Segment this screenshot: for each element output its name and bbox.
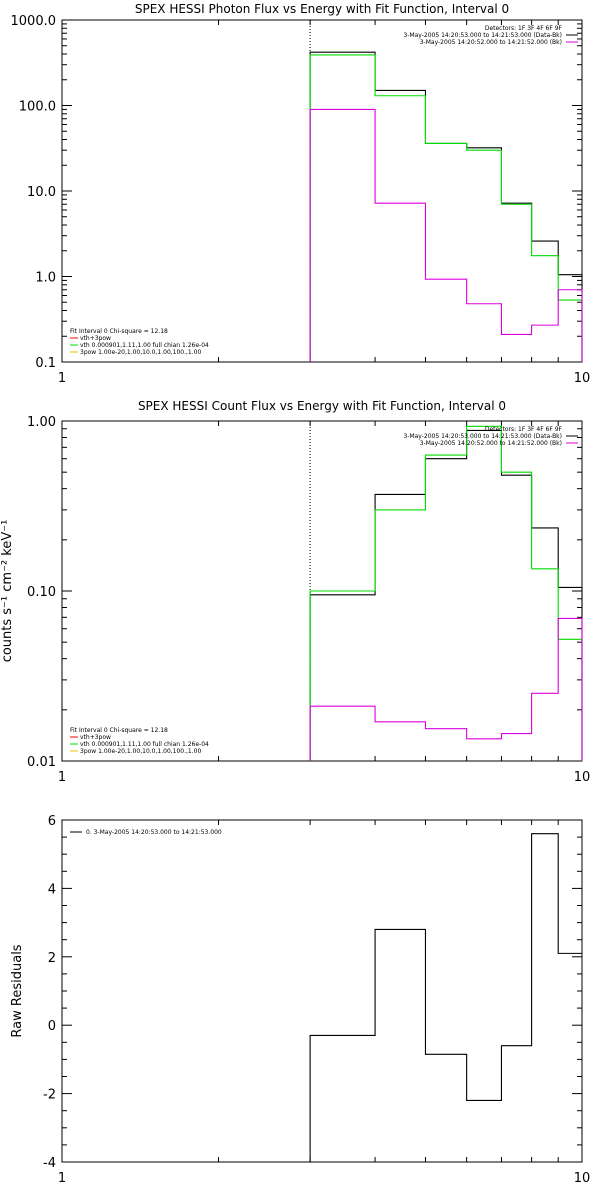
photon-x-tick-labels: 1 10 — [58, 371, 590, 386]
legend-bottom-entry: vth+3pow — [80, 734, 111, 741]
residuals-panel: Raw Residuals 6 4 2 0 -2 -4 1 10 0. 3-May-2005… — [10, 814, 590, 1186]
y-tick-label: 100.0 — [19, 100, 56, 115]
residuals-axis-ticks — [61, 819, 583, 1163]
y-tick-label: 0 — [48, 1019, 56, 1034]
x-tick-label: 1 — [58, 371, 66, 386]
series-line — [309, 617, 583, 761]
x-tick-label: 10 — [574, 770, 591, 785]
y-tick-label: 4 — [48, 882, 56, 897]
y-tick-label: 1.0 — [35, 271, 56, 286]
y-tick-label: 0.01 — [27, 755, 56, 770]
legend-entry: 0. 3-May-2005 14:20:53.000 to 14:21:53.0… — [86, 829, 222, 836]
x-tick-label: 10 — [574, 1171, 591, 1186]
photon-plot-frame — [61, 19, 583, 363]
photon-axis-ticks — [61, 19, 583, 363]
series-line — [309, 429, 583, 761]
photon-chart-title: SPEX HESSI Photon Flux vs Energy with Fi… — [135, 2, 509, 16]
y-tick-label: 1000.0 — [11, 14, 57, 29]
series-line — [309, 51, 583, 362]
photon-legend-top: Detectors: 1F 3F 4F 6F 9F3-May-2005 14:2… — [403, 25, 578, 46]
legend-top-entry: 3-May-2005 14:20:52.000 to 14:21:52.000 … — [420, 39, 562, 46]
residuals-y-axis-label: Raw Residuals — [10, 944, 25, 1037]
residuals-series-group — [309, 833, 582, 1162]
y-tick-label: 10.0 — [27, 185, 56, 200]
series-line — [309, 108, 583, 362]
y-tick-label: -4 — [43, 1156, 56, 1171]
y-tick-label: -2 — [43, 1088, 56, 1103]
residuals-legend: 0. 3-May-2005 14:20:53.000 to 14:21:53.0… — [70, 829, 222, 836]
legend-bottom-entry: Fit Interval 0 Chi-square = 12.18 — [70, 727, 168, 734]
y-tick-label: 0.1 — [35, 356, 56, 371]
count-legend-top: Detectors: 1F 3F 4F 6F 9F3-May-2005 14:2… — [403, 426, 578, 447]
count-y-axis-label: counts s⁻¹ cm⁻² keV⁻¹ — [0, 520, 15, 663]
legend-bottom-entry: 3pow 1.00e-20,1.00,10.0,1.00,100.,1.00 — [80, 349, 201, 356]
residuals-plot-frame — [61, 819, 583, 1163]
x-tick-label: 1 — [58, 770, 66, 785]
count-y-tick-labels: 1.00 0.10 0.01 — [27, 415, 56, 770]
x-tick-label: 1 — [58, 1171, 66, 1186]
count-flux-panel: SPEX HESSI Count Flux vs Energy with Fit… — [0, 399, 590, 785]
legend-bottom-entry: vth 0.000901,1.11,1.00 full chian 1.26e-… — [80, 741, 209, 748]
photon-y-tick-labels: 1000.0 100.0 10.0 1.0 0.1 — [11, 14, 57, 371]
legend-top-entry: 3-May-2005 14:20:53.000 to 14:21:53.000 … — [403, 433, 562, 440]
legend-bottom-entry: 3pow 1.00e-20,1.00,10.0,1.00,100.,1.00 — [80, 748, 201, 755]
series-line — [309, 425, 583, 761]
photon-legend-bottom: Fit Interval 0 Chi-square = 12.18vth+3po… — [70, 328, 209, 356]
legend-bottom-entry: vth+3pow — [80, 335, 111, 342]
legend-top-entry: 3-May-2005 14:20:53.000 to 14:21:53.000 … — [403, 32, 562, 39]
legend-bottom-entry: vth 0.000901,1.11,1.00 full chian 1.26e-… — [80, 342, 209, 349]
legend-top-entry: 3-May-2005 14:20:52.000 to 14:21:52.000 … — [420, 440, 562, 447]
legend-top-entry: Detectors: 1F 3F 4F 6F 9F — [485, 426, 563, 433]
legend-bottom-entry: Fit Interval 0 Chi-square = 12.18 — [70, 328, 168, 335]
y-tick-label: 0.10 — [27, 585, 56, 600]
y-tick-label: 6 — [48, 814, 56, 829]
y-tick-label: 1.00 — [27, 415, 56, 430]
series-line — [309, 833, 582, 1162]
count-series-group — [309, 425, 583, 761]
residuals-y-tick-labels: 6 4 2 0 -2 -4 — [43, 814, 56, 1171]
count-x-tick-labels: 1 10 — [58, 770, 590, 785]
count-legend-bottom: Fit Interval 0 Chi-square = 12.18vth+3po… — [70, 727, 209, 755]
count-chart-title: SPEX HESSI Count Flux vs Energy with Fit… — [138, 399, 506, 413]
photon-series-group — [309, 51, 583, 362]
series-line — [309, 54, 583, 362]
legend-top-entry: Detectors: 1F 3F 4F 6F 9F — [485, 25, 563, 32]
residuals-x-tick-labels: 1 10 — [58, 1171, 590, 1186]
y-tick-label: 2 — [48, 951, 56, 966]
x-tick-label: 10 — [574, 371, 591, 386]
photon-flux-panel: SPEX HESSI Photon Flux vs Energy with Fi… — [11, 2, 591, 386]
